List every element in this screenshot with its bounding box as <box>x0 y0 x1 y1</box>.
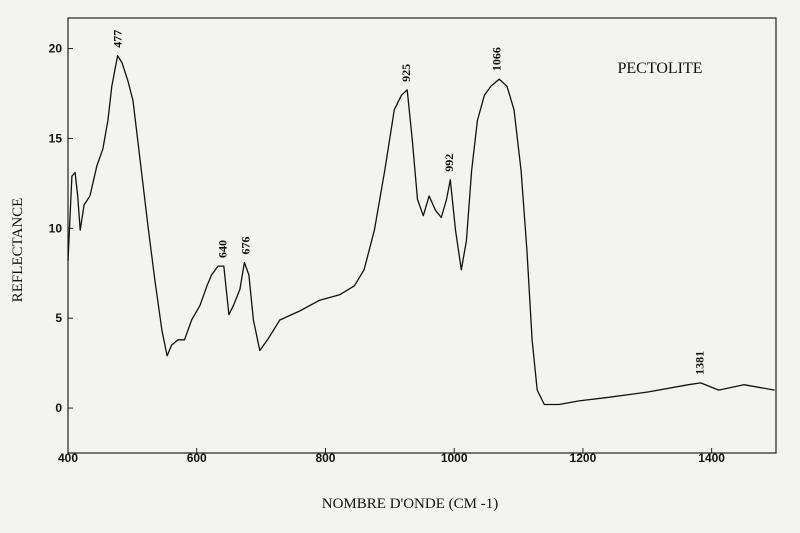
x-axis-label: NOMBRE D'ONDE (CM -1) <box>322 496 498 512</box>
y-tick-label: 5 <box>55 311 62 325</box>
peak-label: 1066 <box>490 47 504 71</box>
peak-label: 925 <box>399 64 413 82</box>
y-tick-label: 10 <box>49 221 63 235</box>
y-tick-label: 20 <box>49 42 63 56</box>
peak-label: 1381 <box>692 351 706 375</box>
peak-label: 477 <box>111 30 125 48</box>
chart-title: PECTOLITE <box>617 60 702 77</box>
peak-label: 992 <box>442 154 456 172</box>
x-tick-label: 1000 <box>441 451 468 465</box>
x-tick-label: 800 <box>315 451 335 465</box>
peak-label: 640 <box>215 240 229 258</box>
x-tick-label: 400 <box>58 451 78 465</box>
x-tick-label: 600 <box>187 451 207 465</box>
y-axis-label: REFLECTANCE <box>10 198 26 303</box>
x-tick-label: 1400 <box>698 451 725 465</box>
y-tick-label: 15 <box>49 131 63 145</box>
x-tick-label: 1200 <box>570 451 597 465</box>
plot-frame <box>67 17 777 454</box>
y-tick-label: 0 <box>55 401 62 415</box>
peak-label: 676 <box>239 236 253 254</box>
spectrum-line <box>67 55 775 406</box>
